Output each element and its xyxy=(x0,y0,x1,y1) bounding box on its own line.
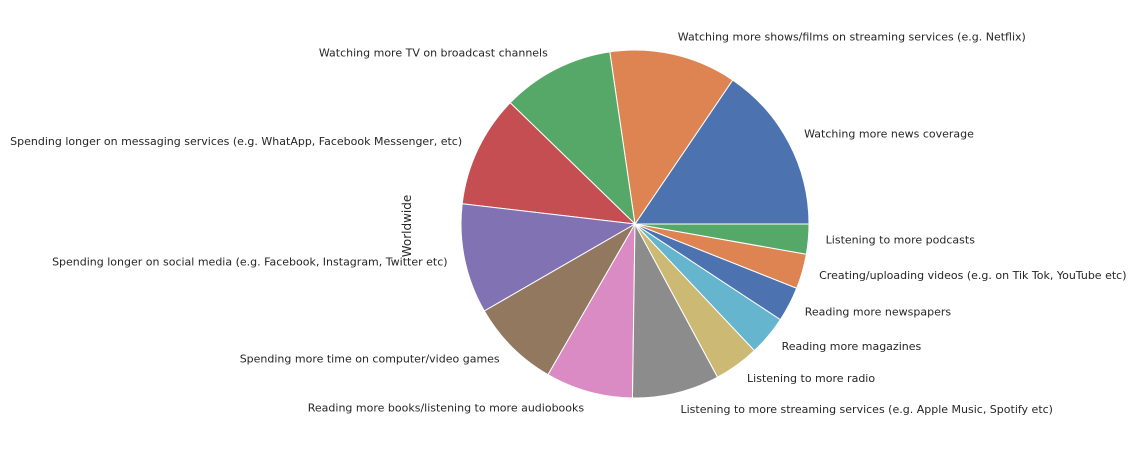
slice-labels: Watching more news coverage Watching more… xyxy=(10,30,1126,415)
pie-slice-reading-more-books-listening-to-more-aud xyxy=(547,222,636,399)
slice-label-listening-to-more-radio: Listening to more radio xyxy=(747,372,875,385)
slice-label-creating-uploading-videos-e-g-on-tik-tok: Creating/uploading videos (e.g. on Tik T… xyxy=(819,269,1126,282)
pie-slice-watching-more-tv-on-broadcast-channels xyxy=(509,51,636,226)
slice-label-watching-more-news-coverage: Watching more news coverage xyxy=(804,127,974,140)
slice-label-watching-more-shows-films-on-streaming-s: Watching more shows/films on streaming s… xyxy=(678,30,1026,43)
pie-slices xyxy=(460,49,810,399)
slice-label-watching-more-tv-on-broadcast-channels: Watching more TV on broadcast channels xyxy=(319,47,548,60)
slice-label-listening-to-more-streaming-services-e-g: Listening to more streaming services (e.… xyxy=(680,403,1053,416)
slice-label-spending-more-time-on-computer-video-gam: Spending more time on computer/video gam… xyxy=(240,352,500,365)
pie-slice-watching-more-news-coverage xyxy=(634,79,810,225)
slice-label-spending-longer-on-messaging-services-e-: Spending longer on messaging services (e… xyxy=(10,135,462,148)
pie-slice-listening-to-more-podcasts xyxy=(634,223,810,255)
pie-slice-spending-more-time-on-computer-video-gam xyxy=(483,222,637,376)
pie-slice-spending-longer-on-messaging-services-e- xyxy=(461,102,637,225)
slice-label-reading-more-books-listening-to-more-aud: Reading more books/listening to more aud… xyxy=(308,402,585,415)
pie-slice-listening-to-more-streaming-services-e-g xyxy=(631,222,719,399)
slice-label-spending-longer-on-social-media-e-g-face: Spending longer on social media (e.g. Fa… xyxy=(52,256,447,269)
slice-label-listening-to-more-podcasts: Listening to more podcasts xyxy=(826,234,976,247)
pie-slice-spending-longer-on-social-media-e-g-face xyxy=(460,203,637,312)
slice-label-reading-more-newspapers: Reading more newspapers xyxy=(805,305,952,318)
pie-slice-watching-more-shows-films-on-streaming-s xyxy=(609,49,734,226)
slice-label-reading-more-magazines: Reading more magazines xyxy=(782,340,922,353)
y-axis-label: Worldwide xyxy=(400,195,414,258)
